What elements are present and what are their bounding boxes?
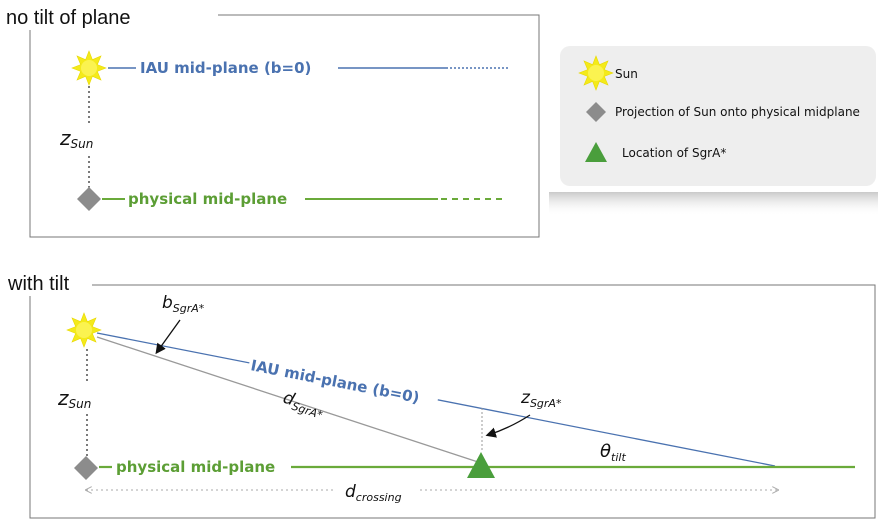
b-sgra-label: bSgrA* [162, 293, 205, 315]
legend-triangle-icon [585, 142, 607, 162]
sun-icon-tilt [66, 312, 102, 348]
legend-label-sgra: Location of SgrA* [622, 146, 726, 160]
iau-midplane-label-tilt: IAU mid-plane (b=0) [249, 356, 421, 407]
panel-title-no-tilt: no tilt of plane [6, 7, 131, 29]
z-sun-label: zSun [59, 126, 93, 151]
physical-midplane-label-tilt: physical mid-plane [116, 458, 275, 476]
legend-label-sun: Sun [615, 67, 638, 81]
diamond-icon-tilt [74, 456, 98, 480]
legend-diamond-icon [586, 102, 606, 122]
z-sgra-label: zSgrA* [520, 388, 562, 410]
d-crossing-label: dcrossing [345, 482, 402, 504]
panel-with-tilt: with tilt zSun bSgrA* IAU mid-plane (b=0… [6, 270, 876, 519]
sgra-triangle-icon [467, 452, 495, 478]
legend-label-projection: Projection of Sun onto physical midplane [615, 105, 860, 119]
sun-icon [71, 50, 107, 86]
legend: Sun Projection of Sun onto physical midp… [549, 46, 878, 216]
d-sgra-label: dSgrA* [280, 388, 328, 422]
panel-title-with-tilt: with tilt [7, 273, 70, 295]
z-sun-label-tilt: zSun [57, 386, 91, 411]
iau-midplane-label: IAU mid-plane (b=0) [140, 59, 311, 77]
legend-sun-icon [578, 55, 614, 91]
theta-tilt-label: θtilt [600, 441, 626, 464]
panel-no-tilt: no tilt of plane IAU mid-plane (b=0) zSu… [6, 4, 540, 238]
diamond-icon [77, 187, 101, 211]
physical-midplane-label: physical mid-plane [128, 190, 287, 208]
